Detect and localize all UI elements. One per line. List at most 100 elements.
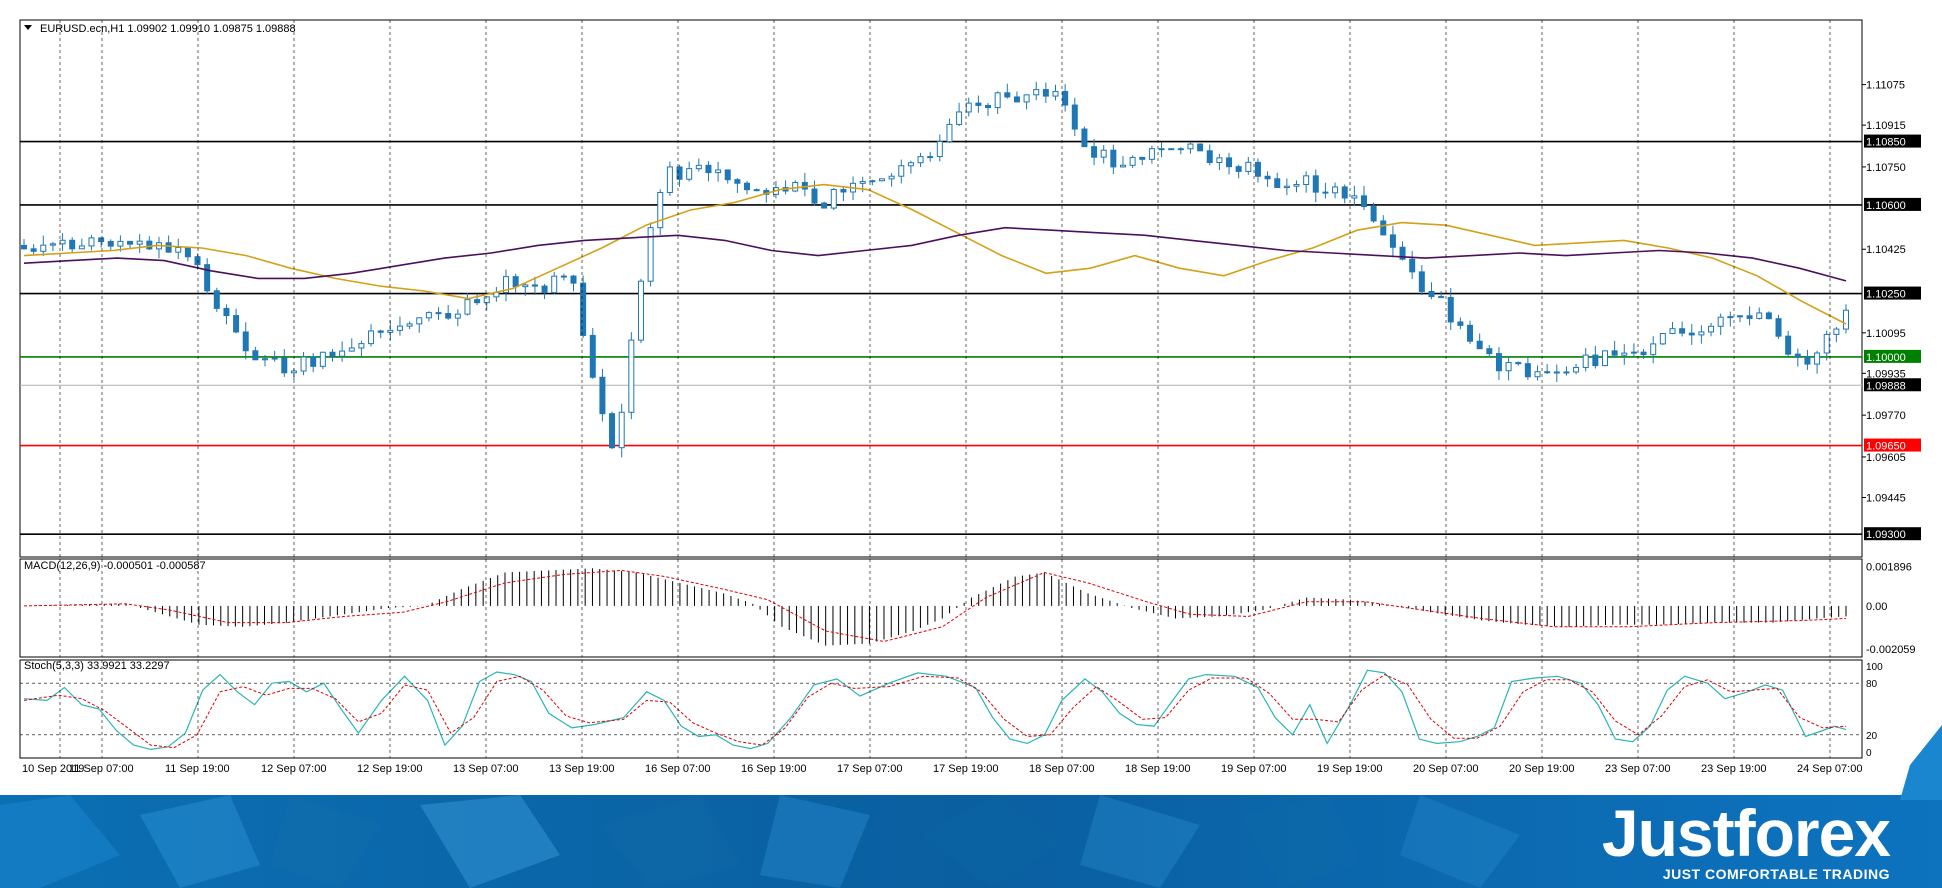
candle xyxy=(300,356,307,372)
stoch-panel: 100 80 20 0 xyxy=(19,659,1883,759)
price-frame xyxy=(19,19,1863,558)
candle xyxy=(223,307,230,317)
candle xyxy=(637,280,644,341)
candle xyxy=(657,191,664,229)
candle xyxy=(175,247,182,253)
candle xyxy=(1187,143,1194,150)
candle xyxy=(1351,195,1358,199)
candle xyxy=(1814,352,1821,365)
candle xyxy=(1119,164,1126,168)
macd-signal-line xyxy=(23,569,1847,643)
stoch-main-line xyxy=(23,669,1847,751)
stoch-tick-label: 0 xyxy=(1866,748,1872,759)
candle xyxy=(1177,148,1184,151)
candle xyxy=(1447,296,1454,323)
candle xyxy=(628,339,635,413)
candle xyxy=(1621,352,1628,356)
candle xyxy=(1418,271,1425,292)
candle xyxy=(1322,191,1329,194)
candle xyxy=(647,227,654,282)
candle xyxy=(1254,161,1261,177)
stoch-tick-label: 100 xyxy=(1866,662,1883,673)
candle xyxy=(1013,96,1020,103)
candle xyxy=(1640,351,1647,356)
candle xyxy=(589,334,596,378)
time-tick-label: 18 Sep 07:00 xyxy=(1029,763,1094,775)
candle xyxy=(1062,90,1069,106)
candle xyxy=(1091,146,1098,158)
candle xyxy=(917,156,924,164)
candle xyxy=(753,189,760,192)
candle xyxy=(560,275,567,278)
candle xyxy=(1476,340,1483,350)
candle xyxy=(927,156,934,159)
time-tick-label: 12 Sep 07:00 xyxy=(261,763,326,775)
candle xyxy=(1688,332,1695,336)
candle xyxy=(474,299,481,304)
time-tick-label: 11 Sep 19:00 xyxy=(165,763,230,775)
candle xyxy=(30,248,37,252)
candle xyxy=(1457,321,1464,326)
candle xyxy=(242,331,249,352)
candle xyxy=(184,247,191,258)
candle xyxy=(888,175,895,180)
candle xyxy=(1004,92,1011,98)
chart-menu-arrow-icon[interactable] xyxy=(24,25,32,30)
price-tick-label: 1.11075 xyxy=(1866,80,1905,92)
candle xyxy=(69,239,76,250)
macd-panel: 0.001896 0.00 -0.002059 xyxy=(19,558,1916,658)
level-label-box xyxy=(1864,134,1921,148)
candle xyxy=(994,92,1001,109)
candle xyxy=(1148,148,1155,160)
candle xyxy=(1428,290,1435,298)
time-tick-label: 19 Sep 19:00 xyxy=(1317,763,1382,775)
time-tick-label: 20 Sep 19:00 xyxy=(1509,763,1574,775)
stoch-signal-line xyxy=(23,674,1847,749)
candle xyxy=(387,329,394,333)
level-label-box xyxy=(1864,197,1921,211)
time-tick-label: 16 Sep 07:00 xyxy=(645,763,710,775)
candle xyxy=(146,240,153,250)
candle xyxy=(1409,258,1416,273)
price-tick-label: 1.09935 xyxy=(1866,368,1906,380)
candle xyxy=(821,202,828,209)
candle xyxy=(1794,353,1801,358)
candle xyxy=(734,179,741,184)
brand-logo[interactable]: Justforex xyxy=(1601,796,1891,870)
candle xyxy=(985,104,992,109)
candle xyxy=(1100,149,1107,158)
candle xyxy=(1216,157,1223,163)
candle xyxy=(204,264,211,292)
candle xyxy=(98,237,105,243)
candle xyxy=(522,284,529,288)
candle xyxy=(1630,351,1637,354)
candle xyxy=(271,357,278,360)
candle xyxy=(416,317,423,325)
candle xyxy=(1804,356,1811,365)
price-tick-label: 1.09770 xyxy=(1866,410,1906,422)
candle xyxy=(618,411,625,449)
candle xyxy=(1573,366,1580,373)
candle xyxy=(1611,350,1618,356)
candle xyxy=(1081,128,1088,148)
current-price-box xyxy=(1864,378,1921,392)
candle xyxy=(965,102,972,113)
candle xyxy=(1235,166,1242,172)
candle xyxy=(1775,318,1782,337)
level-label-box xyxy=(1864,438,1921,452)
candle xyxy=(724,169,731,181)
candle xyxy=(290,370,297,374)
price-panel[interactable]: 1.11075 1.10915 1.10750 1.10425 1.10095 1.099… xyxy=(19,19,1921,558)
level-label: 1.09300 xyxy=(1866,529,1906,541)
time-tick-label: 13 Sep 19:00 xyxy=(549,763,614,775)
candle xyxy=(40,244,47,252)
candle xyxy=(801,181,808,190)
candle xyxy=(878,178,885,182)
stoch-label: Stoch(5,3,3) 33.9921 33.2297 xyxy=(24,660,170,672)
candle xyxy=(1698,331,1705,336)
candle xyxy=(975,102,982,106)
candle xyxy=(127,240,134,245)
level-label-box xyxy=(1864,527,1921,541)
candle xyxy=(1505,362,1512,372)
level-label-box xyxy=(1864,286,1921,300)
